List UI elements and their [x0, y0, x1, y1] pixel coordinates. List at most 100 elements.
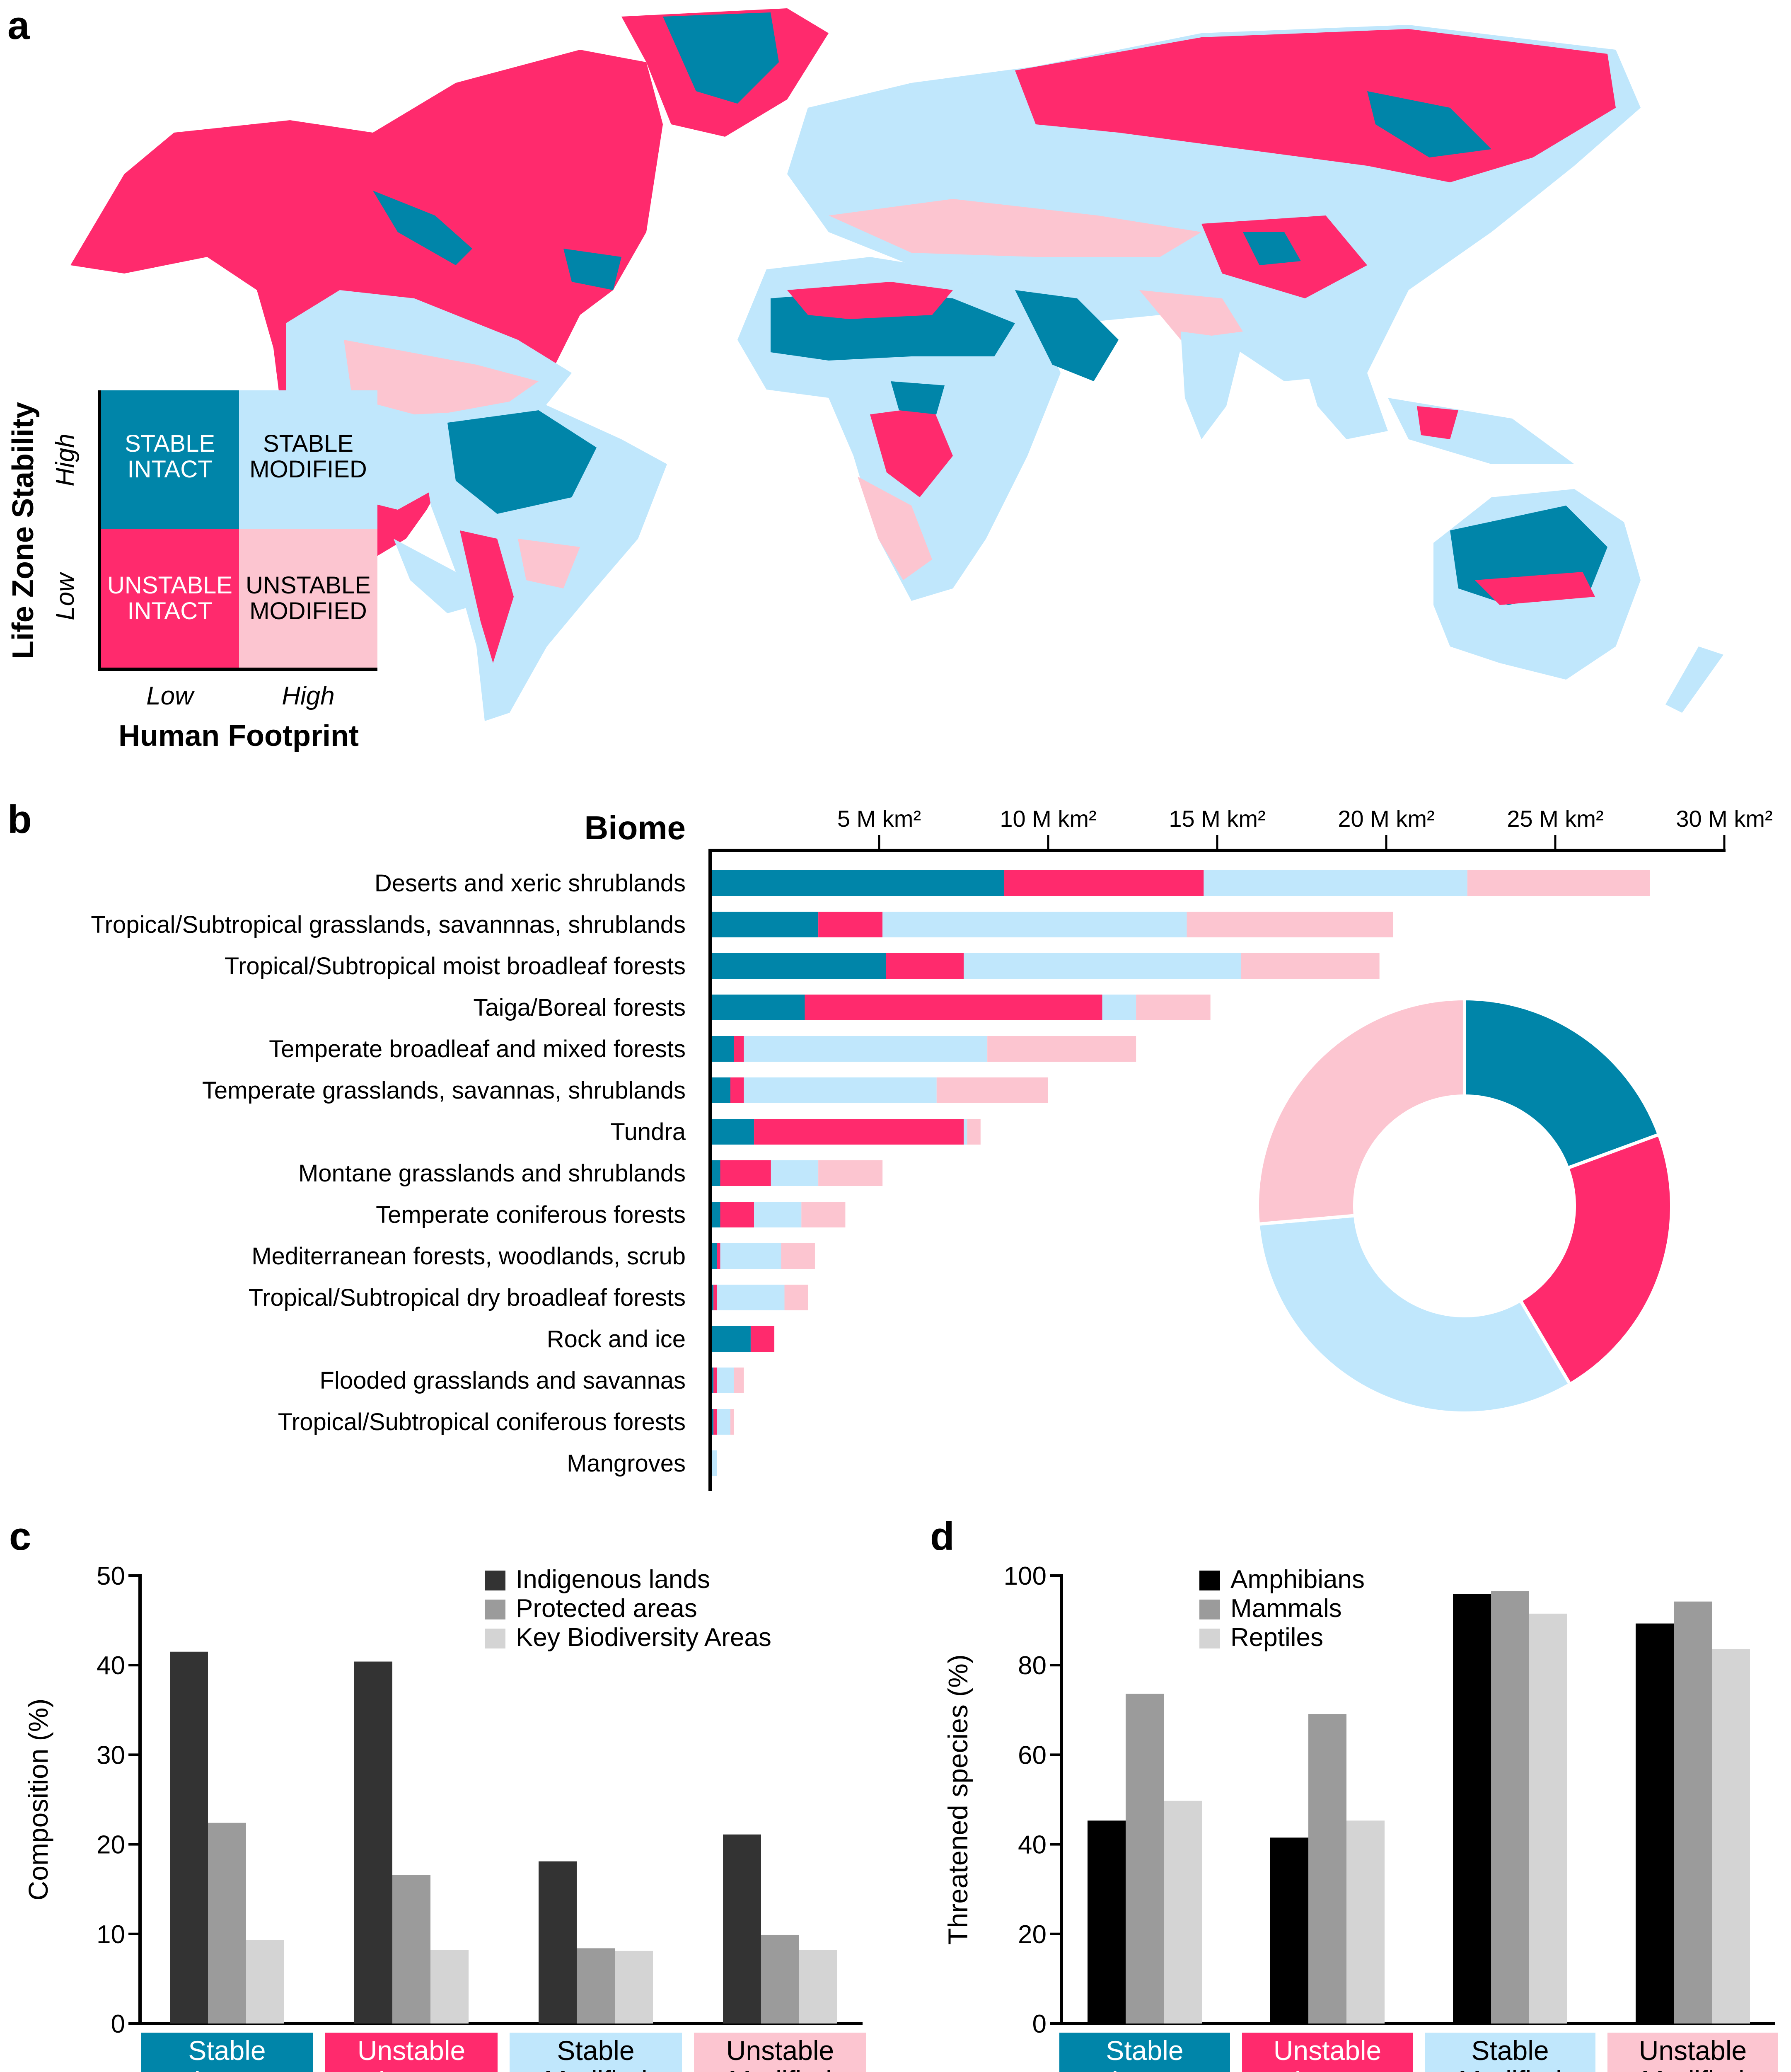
- bar-kba: [246, 1940, 284, 2024]
- biome-label: Rock and ice: [547, 1326, 686, 1353]
- bar-segment-unstable-modified: [1187, 912, 1393, 937]
- category-box-stable-modified: [510, 2033, 682, 2072]
- bar-segment-unstable-modified: [784, 1285, 808, 1310]
- bar-segment-stable-intact: [710, 1036, 734, 1062]
- australia: [1433, 489, 1723, 713]
- donut-slice-unstable-modified: [1256, 997, 1466, 1226]
- bar-segment-stable-modified: [1102, 995, 1136, 1020]
- y-tick-label: 50: [97, 1562, 125, 1590]
- y-tick-label: 0: [1032, 2010, 1047, 2038]
- category-box-unstable-intact: [325, 2033, 498, 2072]
- bar-segment-unstable-intact: [720, 1160, 771, 1186]
- bar-kba: [615, 1951, 653, 2024]
- biome-chart: Biome 5 M km² 10 M km² 15 M km² 20 M km² 25 …: [91, 806, 1773, 1491]
- bar-segment-unstable-intact: [713, 1409, 717, 1435]
- legend-label: Protected areas: [516, 1594, 697, 1623]
- biome-label: Mediterranean forests, woodlands, scrub: [251, 1243, 686, 1270]
- category-label: Modified: [1641, 2065, 1744, 2072]
- world-map: STABLE INTACT STABLE MODIFIED UNSTABLE INTA…: [7, 8, 1723, 753]
- bar-segment-stable-modified: [720, 1243, 781, 1269]
- bar-mammals: [1126, 1694, 1164, 2024]
- y-tick-label: 30: [97, 1741, 125, 1769]
- category-box-stable-intact: [141, 2033, 313, 2072]
- category-label: Stable: [557, 2035, 634, 2066]
- legend-cell-unstable-modified: [239, 529, 377, 668]
- y-tick-label: 0: [111, 2010, 125, 2038]
- donut-chart: [1256, 997, 1673, 1415]
- bar-protected: [577, 1948, 615, 2024]
- bar-segment-unstable-modified: [730, 1409, 734, 1435]
- bar-segment-unstable-intact: [713, 1285, 717, 1310]
- bar-segment-stable-intact: [710, 1077, 730, 1103]
- biome-label: Temperate broadleaf and mixed forests: [269, 1036, 686, 1063]
- y-tick-label: 40: [97, 1651, 125, 1680]
- category-label: Modified: [728, 2065, 831, 2072]
- panel-d-letter: d: [930, 1514, 955, 1559]
- biome-label: Tundra: [610, 1118, 686, 1145]
- bar-segment-stable-intact: [710, 1409, 714, 1435]
- bar-mammals: [1308, 1714, 1346, 2024]
- x-tick-label: 15 M km²: [1169, 806, 1265, 832]
- bar-segment-unstable-intact: [818, 912, 883, 937]
- bar-segment-stable-intact: [710, 1285, 714, 1310]
- greenland: [621, 8, 829, 137]
- map-legend: STABLE INTACT STABLE MODIFIED UNSTABLE INTA…: [7, 390, 377, 753]
- bar-segment-stable-intact: [710, 1326, 751, 1352]
- legend-label-stable-modified: STABLE MODIFIED: [249, 430, 367, 483]
- legend-swatch-mammals: [1199, 1600, 1220, 1619]
- category-label: Unstable: [1639, 2035, 1747, 2066]
- africa: [737, 257, 1061, 601]
- legend-label: Reptiles: [1230, 1623, 1323, 1652]
- bar-segment-stable-intact: [710, 870, 1004, 896]
- y-tick-label: 10: [97, 1920, 125, 1949]
- legend-swatch-amphibians: [1199, 1571, 1220, 1590]
- bar-protected: [208, 1823, 246, 2024]
- bar-segment-stable-modified: [710, 1450, 717, 1476]
- bar-segment-unstable-intact: [886, 953, 964, 979]
- bar-segment-stable-modified: [717, 1409, 730, 1435]
- category-box-unstable-modified: [1607, 2033, 1778, 2072]
- bar-segment-unstable-intact: [713, 1368, 717, 1393]
- legend-cell-stable-modified: [239, 390, 377, 529]
- x-tick-label: 25 M km²: [1507, 806, 1603, 832]
- bar-segment-stable-modified: [882, 912, 1187, 937]
- bar-indigenous: [539, 1861, 577, 2024]
- bar-kba: [430, 1950, 469, 2024]
- bar-segment-unstable-intact: [720, 1202, 754, 1227]
- bar-segment-unstable-intact: [750, 1326, 775, 1352]
- biome-label: Temperate coniferous forests: [376, 1201, 686, 1228]
- category-label: Intact: [1294, 2065, 1361, 2072]
- category-label: Modified: [1458, 2065, 1561, 2072]
- bar-mammals: [1491, 1591, 1529, 2024]
- category-label: Stable: [1471, 2035, 1549, 2066]
- bar-segment-unstable-modified: [734, 1368, 744, 1393]
- bar-segment-unstable-modified: [1136, 995, 1211, 1020]
- biome-chart-title: Biome: [585, 809, 686, 846]
- category-label: Unstable: [1274, 2035, 1382, 2066]
- bar-segment-stable-modified: [744, 1077, 937, 1103]
- y-tick-label: 60: [1018, 1741, 1047, 1769]
- bar-segment-unstable-modified: [967, 1119, 981, 1145]
- arabia-india-sea: [1015, 290, 1574, 464]
- bar-reptiles: [1346, 1820, 1385, 2024]
- bar-amphibians: [1270, 1837, 1308, 2024]
- category-label: Intact: [378, 2065, 445, 2072]
- bar-segment-stable-intact: [710, 1119, 754, 1145]
- x-tick-label: 20 M km²: [1338, 806, 1434, 832]
- bar-segment-stable-intact: [710, 1368, 714, 1393]
- donut-slice-unstable-intact: [1518, 1132, 1673, 1387]
- bar-segment-stable-modified: [964, 953, 1241, 979]
- bar-segment-stable-intact: [710, 953, 886, 979]
- category-box-stable-intact: [1059, 2033, 1230, 2072]
- threatened-chart: 0 20 40 60 80 100 Threatened species (%) Stable…: [943, 1562, 1778, 2072]
- legend-y-title: Life Zone Stability: [7, 402, 40, 659]
- bar-mammals: [1674, 1601, 1712, 2024]
- category-label: Modified: [544, 2065, 647, 2072]
- bar-segment-stable-modified: [964, 1119, 967, 1145]
- bar-indigenous: [354, 1661, 392, 2024]
- y-tick-label: 80: [1018, 1651, 1047, 1680]
- biome-label: Taiga/Boreal forests: [473, 994, 686, 1021]
- legend-label: Key Biodiversity Areas: [516, 1623, 771, 1652]
- category-label: Stable: [1106, 2035, 1183, 2066]
